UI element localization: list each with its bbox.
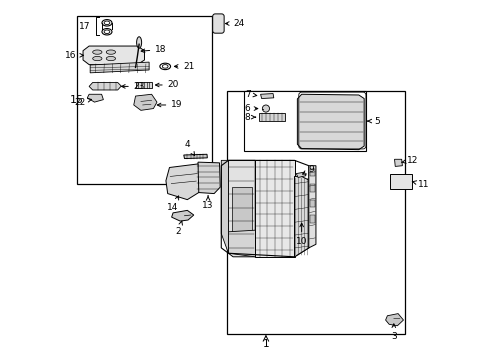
Text: 22: 22 [74,98,91,107]
Polygon shape [134,94,157,111]
Text: 20: 20 [155,81,179,90]
Text: 23: 23 [122,82,145,91]
Polygon shape [89,82,121,90]
Bar [258,113,284,121]
Polygon shape [228,160,255,257]
Ellipse shape [93,50,102,54]
Ellipse shape [106,50,115,54]
Text: 17: 17 [79,22,91,31]
Bar [231,187,251,234]
Bar [135,82,151,88]
Ellipse shape [106,57,115,61]
Text: 8: 8 [244,113,255,122]
Ellipse shape [93,57,102,61]
Text: 21: 21 [174,62,194,71]
Text: 18: 18 [141,45,166,54]
Polygon shape [394,159,402,166]
Polygon shape [297,94,364,150]
Text: 1: 1 [262,339,269,349]
Polygon shape [255,160,294,257]
Bar [309,215,314,223]
Polygon shape [221,160,228,253]
Text: 11: 11 [411,180,428,189]
Polygon shape [87,94,103,102]
Polygon shape [183,154,207,158]
Polygon shape [196,162,220,194]
Text: 7: 7 [244,90,256,99]
Polygon shape [260,94,273,99]
Text: 4: 4 [184,140,194,156]
Bar [244,91,365,152]
Bar [77,16,212,184]
Polygon shape [385,314,403,326]
Text: 24: 24 [225,19,244,28]
FancyBboxPatch shape [212,14,224,33]
Circle shape [262,105,269,112]
Text: 5: 5 [367,117,379,126]
Text: 19: 19 [157,100,183,109]
Bar [309,168,314,176]
Bar [389,174,411,189]
Text: 15: 15 [69,95,83,105]
Text: 14: 14 [167,196,179,212]
Polygon shape [171,210,193,221]
Polygon shape [296,172,305,177]
Polygon shape [228,230,294,257]
Polygon shape [90,62,149,73]
Polygon shape [294,176,308,257]
Polygon shape [165,164,198,200]
Polygon shape [308,166,315,248]
Text: 10: 10 [295,223,307,246]
Text: 2: 2 [175,221,182,236]
Text: 13: 13 [202,196,213,211]
Bar [226,91,405,334]
Text: 16: 16 [65,51,83,60]
Text: 3: 3 [390,324,396,341]
Text: 6: 6 [244,104,257,113]
Bar [309,199,314,207]
Ellipse shape [136,37,142,48]
Bar [309,184,314,192]
Text: 12: 12 [401,156,418,165]
Polygon shape [83,46,144,64]
Text: 9: 9 [302,165,314,174]
